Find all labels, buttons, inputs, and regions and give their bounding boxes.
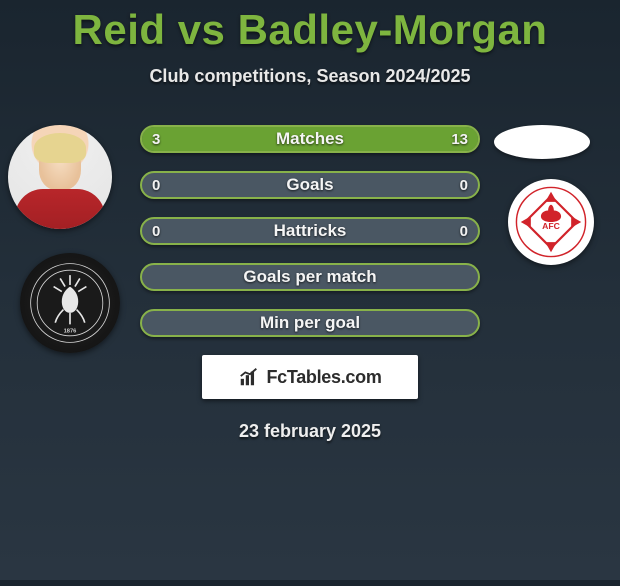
stat-value-right: 13	[441, 127, 478, 151]
stat-row-hattricks: 0 Hattricks 0	[140, 217, 480, 245]
date-label: 23 february 2025	[0, 421, 620, 442]
bar-chart-icon	[238, 366, 260, 388]
comparison-panel: 1876 AFC 3 Matches 13 0 Goals 0	[0, 125, 620, 442]
right-player-photo	[494, 125, 590, 159]
stat-label: Min per goal	[142, 311, 478, 335]
stat-label: Goals per match	[142, 265, 478, 289]
left-club-badge: 1876	[20, 253, 120, 353]
stat-bars: 3 Matches 13 0 Goals 0 0 Hattricks 0 Goa…	[140, 125, 480, 337]
left-player-shirt	[15, 189, 105, 229]
airdrie-icon: AFC	[515, 186, 587, 258]
watermark-text: FcTables.com	[266, 367, 381, 388]
stat-row-goals-per-match: Goals per match	[140, 263, 480, 291]
stat-row-goals: 0 Goals 0	[140, 171, 480, 199]
svg-text:AFC: AFC	[542, 221, 560, 231]
stat-label: Goals	[142, 173, 478, 197]
stat-value-right	[458, 265, 478, 289]
stat-value-right: 0	[450, 173, 478, 197]
left-player-photo	[8, 125, 112, 229]
stat-row-matches: 3 Matches 13	[140, 125, 480, 153]
svg-text:1876: 1876	[64, 329, 77, 335]
stat-label: Hattricks	[142, 219, 478, 243]
stat-label: Matches	[142, 127, 478, 151]
thistle-icon: 1876	[29, 262, 111, 344]
subtitle: Club competitions, Season 2024/2025	[0, 66, 620, 87]
right-club-badge: AFC	[508, 179, 594, 265]
page-title: Reid vs Badley-Morgan	[0, 6, 620, 54]
stat-value-right: 0	[450, 219, 478, 243]
watermark-badge: FcTables.com	[202, 355, 418, 399]
stat-value-right	[458, 311, 478, 335]
stat-row-min-per-goal: Min per goal	[140, 309, 480, 337]
